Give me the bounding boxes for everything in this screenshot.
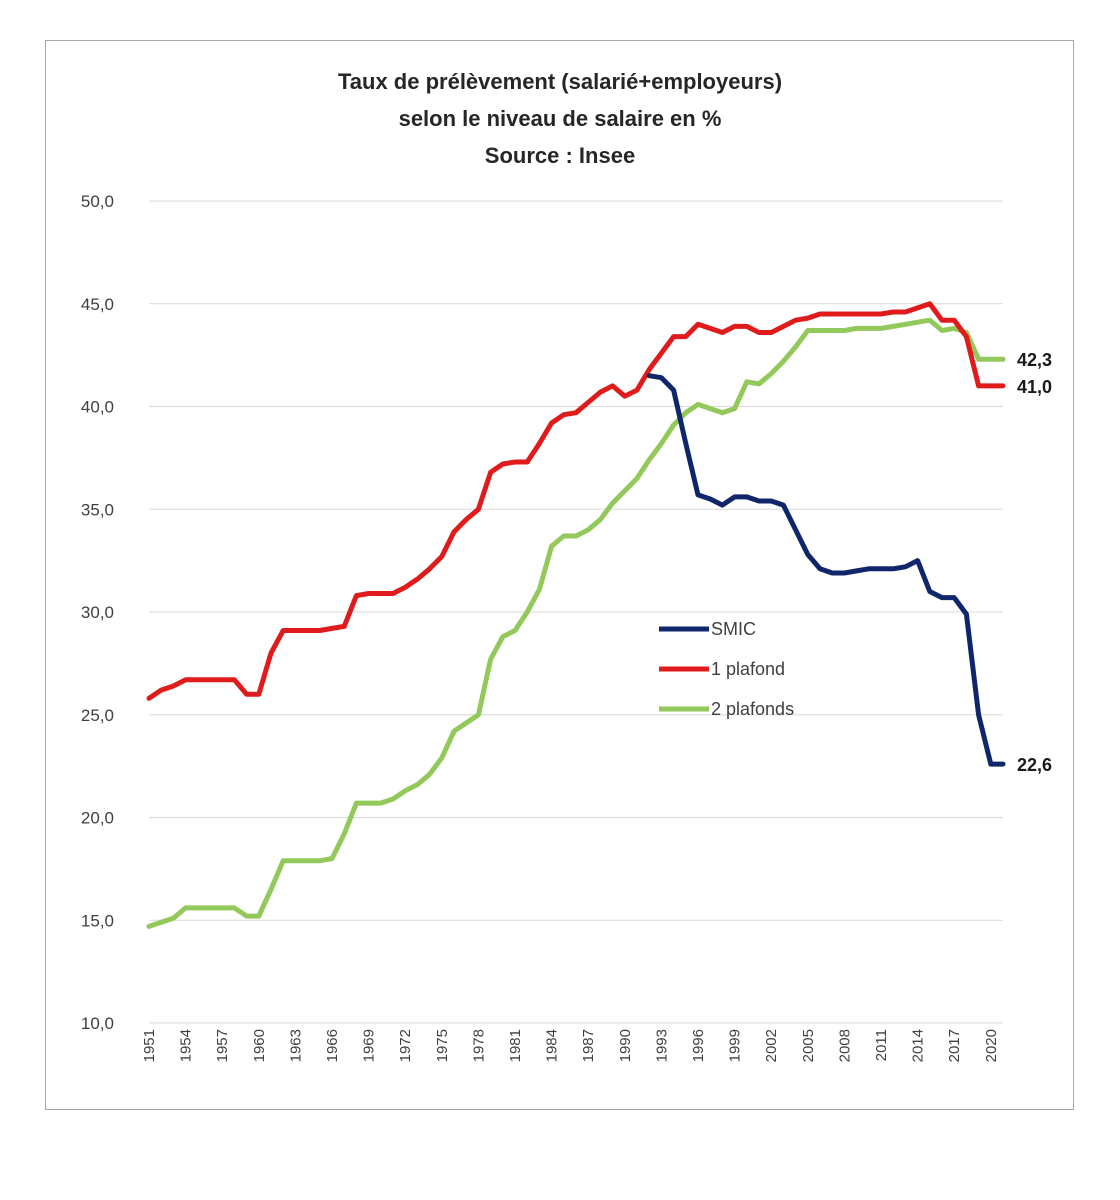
x-tick-label: 1990 xyxy=(617,1029,634,1062)
x-tick-label: 2011 xyxy=(873,1029,890,1061)
x-tick-label: 1975 xyxy=(434,1029,451,1062)
x-tick-label: 2014 xyxy=(910,1029,927,1062)
chart-title: Taux de prélèvement (salarié+employeurs)… xyxy=(338,69,782,168)
x-tick-label: 1984 xyxy=(544,1029,561,1062)
x-tick-label: 1954 xyxy=(178,1029,195,1062)
y-axis-ticks: 10,0 15,0 20,0 25,0 30,0 35,0 40,0 45,0 50,0 xyxy=(81,192,114,1033)
x-tick-label: 1987 xyxy=(580,1029,597,1062)
legend-label: SMIC xyxy=(711,619,756,639)
y-tick-label: 45,0 xyxy=(81,295,114,314)
x-tick-label: 2008 xyxy=(836,1029,853,1062)
x-axis-ticks: 1951 1954 1957 1960 1963 1966 1969 1972 1975 1978… xyxy=(141,1029,1000,1062)
series-line-smic xyxy=(646,373,1006,767)
x-tick-label: 2002 xyxy=(763,1029,780,1062)
series-line-2-plafonds xyxy=(146,317,1006,929)
end-label-2-plafonds: 42,3 xyxy=(1017,350,1052,370)
end-label-1-plafond: 41,0 xyxy=(1017,377,1052,397)
y-tick-label: 15,0 xyxy=(81,911,114,930)
x-tick-label: 2020 xyxy=(983,1029,1000,1062)
x-tick-label: 1993 xyxy=(653,1029,670,1062)
legend: SMIC 1 plafond 2 plafonds xyxy=(659,619,794,719)
x-tick-label: 1972 xyxy=(397,1029,414,1062)
end-label-smic: 22,6 xyxy=(1017,755,1052,775)
x-tick-label: 1951 xyxy=(141,1029,158,1062)
x-tick-label: 1969 xyxy=(361,1029,378,1062)
gridlines xyxy=(149,200,1003,1024)
end-labels: 22,6 41,0 42,3 xyxy=(1017,350,1052,775)
x-tick-label: 1966 xyxy=(324,1029,341,1062)
x-tick-label: 2005 xyxy=(800,1029,817,1062)
y-tick-label: 30,0 xyxy=(81,603,114,622)
x-tick-label: 1960 xyxy=(251,1029,268,1062)
y-tick-label: 10,0 xyxy=(81,1014,114,1033)
x-tick-label: 2017 xyxy=(946,1029,963,1062)
chart-title-line-3: Source : Insee xyxy=(485,143,635,168)
series-lines xyxy=(146,301,1006,929)
series-line-1-plafond xyxy=(146,301,1006,701)
x-tick-label: 1978 xyxy=(470,1029,487,1062)
legend-label: 2 plafonds xyxy=(711,699,794,719)
y-tick-label: 50,0 xyxy=(81,192,114,211)
x-tick-label: 1963 xyxy=(287,1029,304,1062)
chart-title-line-2: selon le niveau de salaire en % xyxy=(399,106,722,131)
y-tick-label: 35,0 xyxy=(81,500,114,519)
chart-frame: Taux de prélèvement (salarié+employeurs)… xyxy=(45,40,1074,1110)
x-tick-label: 1999 xyxy=(727,1029,744,1062)
legend-label: 1 plafond xyxy=(711,659,785,679)
y-tick-label: 40,0 xyxy=(81,398,114,417)
y-tick-label: 20,0 xyxy=(81,809,114,828)
y-tick-label: 25,0 xyxy=(81,706,114,725)
x-tick-label: 1981 xyxy=(507,1029,524,1062)
line-chart: Taux de prélèvement (salarié+employeurs)… xyxy=(81,69,1052,1062)
x-tick-label: 1996 xyxy=(690,1029,707,1062)
chart-title-line-1: Taux de prélèvement (salarié+employeurs) xyxy=(338,69,782,94)
x-tick-label: 1957 xyxy=(214,1029,231,1062)
